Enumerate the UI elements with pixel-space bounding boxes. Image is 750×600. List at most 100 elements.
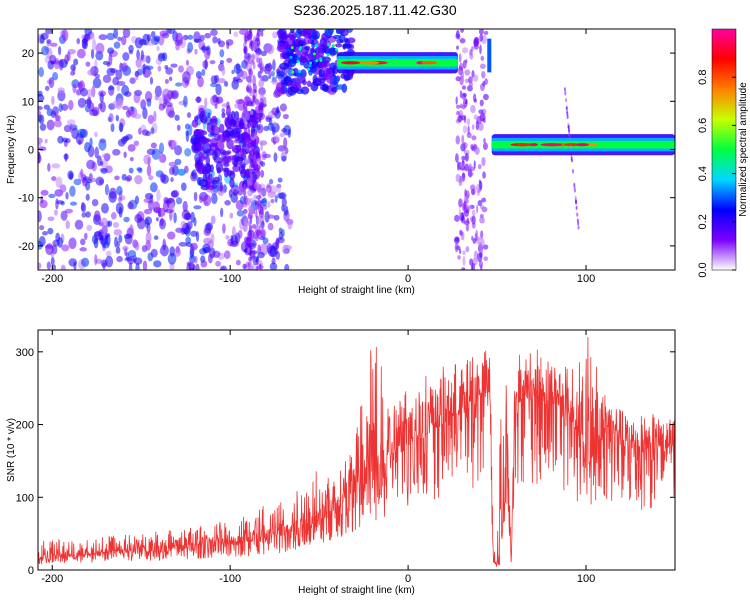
- noise-blob: [118, 234, 123, 243]
- noise-blob: [340, 73, 346, 79]
- noise-blob: [153, 235, 159, 240]
- noise-blob: [245, 236, 252, 247]
- noise-blob: [101, 225, 108, 235]
- noise-blob: [455, 135, 461, 145]
- noise-blob: [463, 115, 467, 124]
- noise-blob: [469, 184, 476, 191]
- colorbar-tick-label: 0.0: [697, 262, 709, 277]
- noise-blob: [295, 72, 306, 77]
- noise-blob: [229, 170, 236, 180]
- noise-blob: [98, 138, 107, 151]
- noise-blob: [248, 163, 252, 173]
- noise-blob: [112, 148, 121, 156]
- noise-blob: [245, 197, 251, 206]
- noise-blob: [40, 189, 49, 196]
- noise-blob: [270, 70, 275, 77]
- band-peak: [588, 143, 598, 147]
- noise-blob: [186, 112, 192, 118]
- noise-blob: [204, 162, 212, 174]
- noise-blob: [197, 76, 204, 88]
- noise-blob: [247, 57, 253, 64]
- noise-blob: [281, 197, 287, 207]
- noise-blob: [254, 200, 257, 206]
- noise-blob: [85, 61, 91, 67]
- noise-blob: [483, 256, 489, 262]
- noise-blob: [251, 132, 255, 138]
- noise-blob: [290, 46, 294, 50]
- noise-blob: [218, 123, 225, 134]
- noise-blob: [116, 241, 120, 248]
- noise-blob: [117, 36, 122, 41]
- colorbar-tick-label: 0.4: [697, 166, 709, 181]
- noise-blob: [480, 55, 485, 61]
- noise-blob: [462, 250, 466, 255]
- noise-blob: [141, 129, 149, 136]
- noise-blob: [190, 260, 194, 270]
- noise-blob: [68, 258, 77, 267]
- noise-blob: [284, 79, 294, 86]
- noise-blob: [472, 74, 479, 82]
- noise-blob: [98, 102, 103, 110]
- noise-blob: [468, 82, 473, 88]
- x-tick-label: -100: [219, 573, 241, 585]
- noise-blob: [229, 212, 234, 219]
- noise-blob: [248, 116, 254, 122]
- noise-blob: [569, 144, 572, 149]
- band-core: [336, 58, 458, 67]
- noise-blob: [77, 97, 87, 108]
- noise-blob: [175, 32, 183, 45]
- noise-blob: [99, 161, 104, 166]
- noise-blob: [185, 212, 191, 221]
- band-peak: [540, 143, 562, 147]
- noise-blob: [53, 119, 62, 128]
- noise-blob: [482, 80, 486, 87]
- noise-blob: [105, 255, 114, 268]
- noise-blob: [279, 62, 290, 70]
- noise-blob: [261, 187, 267, 197]
- noise-blob: [207, 112, 211, 119]
- noise-blob: [157, 53, 166, 62]
- noise-blob: [250, 229, 255, 240]
- noise-blob: [479, 252, 483, 258]
- noise-blob: [262, 153, 271, 159]
- noise-blob: [153, 201, 161, 213]
- noise-blob: [134, 174, 143, 185]
- noise-blob: [573, 182, 576, 187]
- noise-blob: [277, 42, 287, 53]
- noise-blob: [133, 257, 143, 265]
- noise-blob: [216, 96, 224, 104]
- noise-blob: [233, 159, 238, 168]
- noise-blob: [462, 172, 466, 179]
- noise-blob: [327, 43, 331, 47]
- noise-blob: [212, 36, 218, 44]
- noise-blob: [239, 151, 244, 158]
- noise-blob: [67, 170, 74, 180]
- noise-blob: [259, 93, 265, 101]
- noise-blob: [245, 85, 250, 93]
- noise-blob: [276, 106, 280, 114]
- noise-blob: [44, 244, 53, 249]
- noise-blob: [564, 98, 567, 103]
- noise-blob: [575, 205, 578, 210]
- noise-blob: [464, 152, 469, 162]
- noise-blob: [249, 213, 254, 219]
- noise-blob: [133, 140, 140, 147]
- noise-blob: [38, 151, 41, 164]
- y-tick-label: 100: [16, 492, 34, 504]
- noise-blob: [475, 120, 479, 131]
- band-peak: [357, 61, 380, 65]
- noise-blob: [310, 81, 319, 92]
- noise-blob: [115, 202, 124, 214]
- noise-blob: [459, 38, 466, 44]
- noise-blob: [167, 140, 173, 147]
- noise-blob: [157, 65, 162, 72]
- noise-blob: [317, 42, 322, 53]
- noise-blob: [135, 262, 140, 270]
- noise-blob: [479, 44, 482, 55]
- noise-blob: [319, 57, 323, 61]
- noise-blob: [458, 110, 464, 117]
- noise-blob: [103, 241, 110, 249]
- spectrogram-plot: [38, 29, 675, 270]
- noise-blob: [174, 82, 183, 87]
- noise-blob: [304, 45, 311, 51]
